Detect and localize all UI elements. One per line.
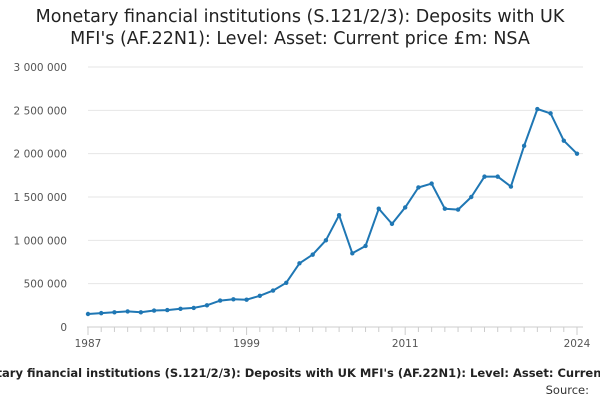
data-point [284,280,289,285]
data-point [376,206,381,211]
x-tick-label: 2011 [392,338,419,350]
data-point [416,185,421,190]
data-point [125,309,130,314]
x-tick-label: 1999 [233,338,260,350]
data-point [561,138,566,143]
data-point [455,207,461,212]
x-tick-label: 1987 [75,338,102,350]
source-label: Source: [545,383,589,397]
y-tick-label: 0 [60,322,67,334]
data-point [521,143,527,149]
data-point [389,221,395,227]
data-point [402,205,408,210]
series-line [85,106,580,317]
y-tick-label: 500 000 [24,279,67,291]
data-point [297,261,302,266]
data-point [323,238,329,243]
data-point [204,303,210,308]
data-point [85,311,91,317]
data-point [99,310,104,316]
data-point [336,213,342,218]
series-line-path [87,108,578,315]
y-tick-label: 3 000 000 [14,62,67,74]
data-point [495,174,500,179]
data-point [270,288,276,293]
y-tick-label: 2 000 000 [14,149,67,161]
data-point [151,308,157,313]
chart-title: Monetary financial institutions (S.121/2… [0,6,600,50]
data-point [363,243,368,249]
data-point [138,310,144,315]
data-point [574,151,580,156]
data-point [257,293,263,298]
chart-title-line-2: MFI's (AF.22N1): Level: Asset: Current p… [70,29,530,49]
data-point [469,194,474,200]
data-point [310,252,315,257]
data-point [231,297,236,302]
x-tick-label: 2024 [564,338,591,350]
y-tick-label: 2 500 000 [14,105,67,117]
data-point [191,305,196,311]
data-point [165,307,170,313]
data-point [350,251,355,256]
chart-caption: Monetary financial institutions (S.121/2… [0,366,600,384]
data-point [442,206,448,211]
chart-title-line-1: Monetary financial institutions (S.121/2… [35,7,565,27]
data-point [178,306,183,311]
data-point [112,310,117,315]
data-point [217,298,223,303]
y-tick-label: 1 000 000 [14,235,67,247]
axes: 0 500 000 1 000 000 1 500 000 2 000 000 2 500… [14,62,591,350]
y-tick-label: 1 500 000 [14,192,67,204]
data-point [548,111,553,116]
data-point [508,184,514,189]
data-point [244,297,249,302]
data-point [482,174,487,179]
data-point [429,181,434,186]
data-point [535,106,540,112]
chart-caption-text: Monetary financial institutions (S.121/2… [0,366,600,380]
grid-lines [88,66,583,285]
